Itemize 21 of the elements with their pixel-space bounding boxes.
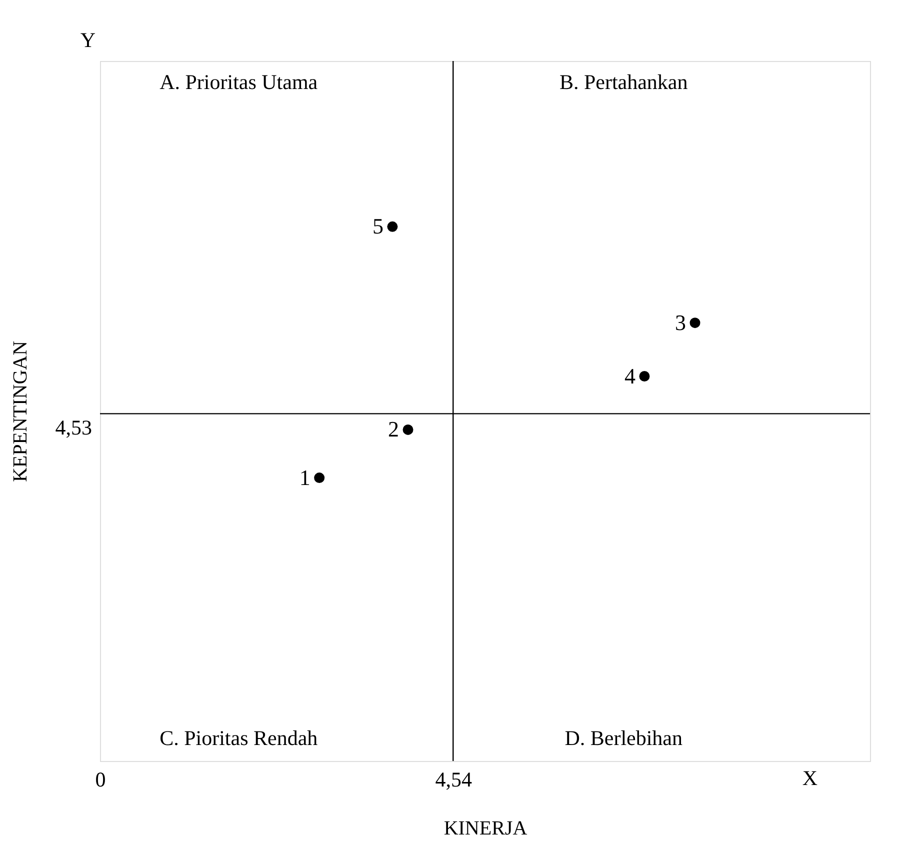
annotation: 1 xyxy=(299,464,310,490)
annotation: 5 xyxy=(372,214,384,239)
point xyxy=(314,472,325,484)
text: X xyxy=(802,766,818,790)
text: 4,53 xyxy=(55,416,92,440)
annotation: C. Pioritas Rendah xyxy=(160,726,318,750)
x-tick-label: 4,54 xyxy=(435,768,472,792)
text: A. Prioritas Utama xyxy=(160,70,318,94)
point xyxy=(690,318,700,328)
x-tick-label: 0 xyxy=(95,768,106,792)
point xyxy=(387,221,398,232)
text: B. Pertahankan xyxy=(559,70,688,94)
point xyxy=(639,371,650,382)
annotation: D. Berlebihan xyxy=(564,726,683,750)
y-axis-title: KEPENTINGAN xyxy=(10,340,32,482)
text: Y xyxy=(80,28,96,52)
point xyxy=(402,424,414,435)
annotation: 3 xyxy=(675,310,686,335)
x-axis-title: KINERJA xyxy=(444,818,528,840)
annotation: 4 xyxy=(624,363,636,388)
annotation: 2 xyxy=(388,416,399,442)
